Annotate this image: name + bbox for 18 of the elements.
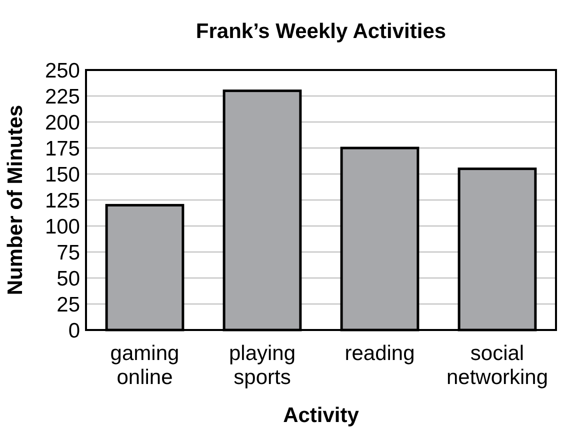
- y-tick-label: 225: [44, 85, 80, 108]
- y-tick-label: 50: [56, 267, 80, 290]
- y-tick-label: 200: [44, 111, 80, 134]
- y-tick-label: 175: [44, 137, 80, 160]
- y-tick-label: 75: [56, 241, 80, 264]
- y-tick-label: 0: [68, 319, 80, 342]
- x-axis-title: Activity: [283, 404, 360, 427]
- y-tick-label: 150: [44, 163, 80, 186]
- x-tick-label: gaming online: [110, 342, 180, 389]
- y-tick-label: 250: [44, 59, 80, 82]
- y-axis-title: Number of Minutes: [4, 104, 27, 296]
- x-tick-label: reading: [344, 342, 415, 365]
- y-tick-label: 25: [56, 293, 80, 316]
- chart-title: Frank’s Weekly Activities: [196, 20, 446, 43]
- x-tick-label: playing sports: [228, 342, 296, 389]
- x-tick-label: social networking: [446, 342, 548, 389]
- y-tick-label: 125: [44, 189, 80, 212]
- y-tick-label: 100: [44, 215, 80, 238]
